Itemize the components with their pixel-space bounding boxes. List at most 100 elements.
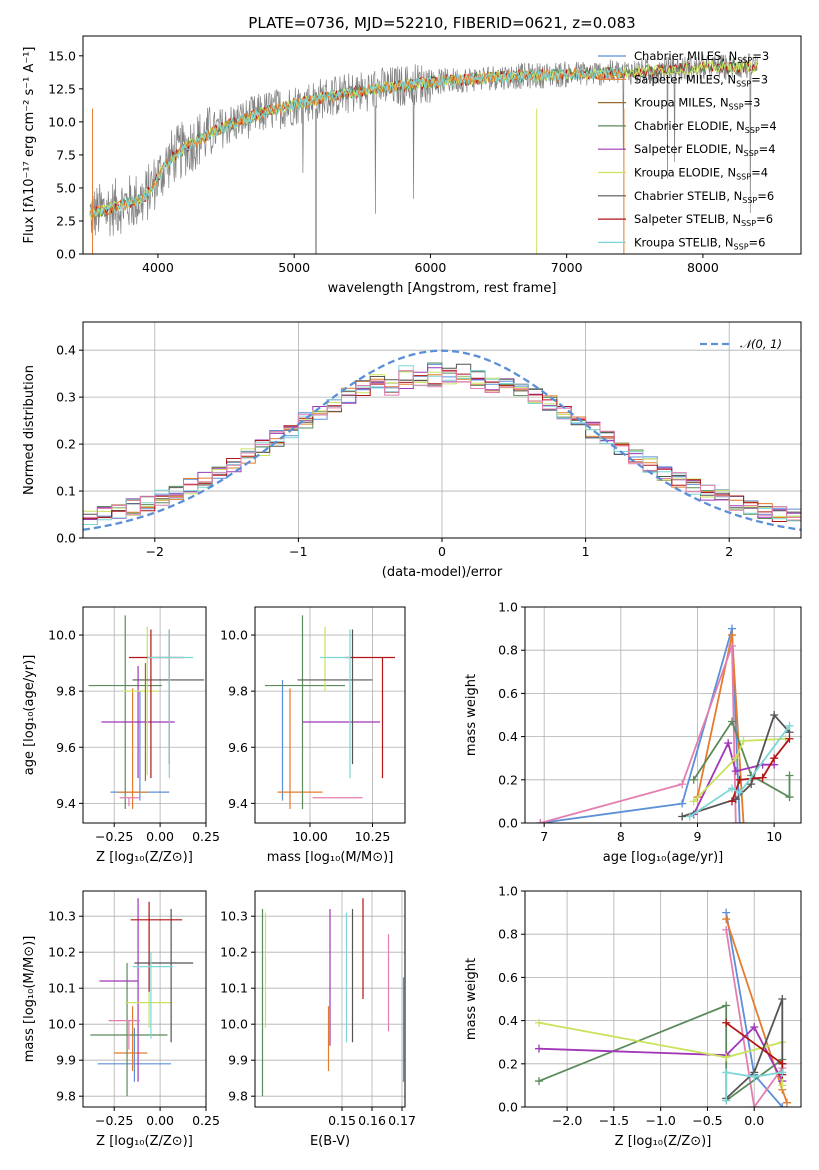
y-tick-label: 9.9 xyxy=(228,1053,248,1068)
weight-marker xyxy=(722,1018,731,1027)
weight-marker xyxy=(722,925,731,934)
weight-marker xyxy=(750,1023,759,1032)
weight-marker xyxy=(728,797,736,806)
model-spectrum xyxy=(89,66,625,218)
y-tick-label: 0.4 xyxy=(498,729,518,744)
x-tick-label: 10.00 xyxy=(292,829,328,844)
weight-marker xyxy=(735,788,744,797)
axes-frame xyxy=(82,890,207,1108)
axes-age-vs-mass: 10.00 10.25 9.4 9.6 9.8 10.0 mass [log₁₀(M/M⊙)… xyxy=(220,606,406,865)
y-tick-label: 1.0 xyxy=(498,884,518,899)
weight-marker xyxy=(678,812,687,821)
y-tick-label: 0.6 xyxy=(498,686,518,701)
weight-line xyxy=(689,725,791,818)
x-axis-label: (data-model)/error xyxy=(382,565,503,580)
x-tick-label: −1.5 xyxy=(599,1113,629,1128)
weight-marker xyxy=(785,793,794,802)
x-tick-label: 7000 xyxy=(551,260,583,275)
plot-area-mass-vs-EBV xyxy=(261,898,405,1097)
x-tick-label: 4000 xyxy=(142,260,174,275)
y-tick-label: 10.0 xyxy=(48,114,76,129)
axes-spectrum: 4000 5000 6000 7000 8000 0.0 2.5 5.0 7.5 10.0 12.5… xyxy=(22,35,802,296)
axes-frame xyxy=(524,606,802,824)
y-tick-label: 9.4 xyxy=(56,796,76,811)
weight-marker xyxy=(722,1068,731,1077)
legend-label: Salpeter STELIB, NSSP=6 xyxy=(634,212,773,228)
y-tick-label: 10.1 xyxy=(48,981,76,996)
weight-marker xyxy=(728,717,736,726)
y-tick-label: 10.3 xyxy=(48,909,76,924)
figure-title: PLATE=0736, MJD=52210, FIBERID=0621, z=0… xyxy=(248,14,635,32)
y-tick-label: 0.0 xyxy=(56,247,76,262)
y-axis-label: Normed distribution xyxy=(22,365,37,495)
y-tick-label: 0.8 xyxy=(498,643,518,658)
y-axis-label: Flux [fλ10⁻¹⁷ erg cm⁻² s⁻¹ A⁻¹] xyxy=(22,47,37,244)
y-tick-label: 10.2 xyxy=(220,945,248,960)
axes-frame xyxy=(524,890,802,1108)
weight-marker xyxy=(778,1068,787,1077)
axes-age-vs-Z: −0.25 0.00 0.25 9.4 9.6 9.8 10.0 Z [log₁₀(Z/Z⊙)… xyxy=(22,606,220,865)
weight-marker xyxy=(735,775,744,784)
x-tick-label: 0 xyxy=(438,544,446,559)
x-tick-label: 0.00 xyxy=(146,829,174,844)
weight-marker xyxy=(739,819,748,823)
weight-marker xyxy=(782,1098,791,1107)
y-tick-label: 9.6 xyxy=(56,740,76,755)
y-tick-label: 1.0 xyxy=(498,600,518,615)
weight-marker xyxy=(535,1018,544,1027)
weight-marker xyxy=(778,1103,787,1107)
plot-area-mass-vs-Z xyxy=(90,898,194,1097)
y-tick-label: 0.2 xyxy=(498,1056,518,1071)
x-tick-label: −0.5 xyxy=(692,1113,722,1128)
x-axis-label: mass [log₁₀(M/M⊙)] xyxy=(267,850,394,865)
y-tick-label: 10.0 xyxy=(220,1017,248,1032)
weight-marker xyxy=(731,819,740,823)
legend-label: Chabrier STELIB, NSSP=6 xyxy=(634,189,774,205)
plot-area-residuals xyxy=(83,349,801,531)
axes-frame xyxy=(82,321,802,539)
x-tick-label: 8 xyxy=(617,829,625,844)
y-tick-label: 0.4 xyxy=(498,1013,518,1028)
gaussian-curve xyxy=(83,349,801,531)
y-tick-label: 0.3 xyxy=(56,390,76,405)
weight-marker xyxy=(722,1053,731,1062)
weight-marker xyxy=(770,754,779,763)
x-axis-label: age [log₁₀(age/yr)] xyxy=(603,850,724,865)
y-axis-label: mass [log₁₀(M/M⊙)] xyxy=(22,936,37,1063)
y-tick-label: 0.8 xyxy=(498,927,518,942)
y-tick-label: 0.0 xyxy=(56,531,76,546)
x-axis-label: wavelength [Angstrom, rest frame] xyxy=(328,281,557,296)
x-tick-label: 0.17 xyxy=(388,1113,416,1128)
axes-frame xyxy=(254,890,406,1108)
y-tick-label: 9.6 xyxy=(228,740,248,755)
x-tick-label: −2.0 xyxy=(552,1113,582,1128)
weight-marker xyxy=(735,819,744,823)
axes-weight-vs-age: 7 8 9 10 0.0 0.2 0.4 0.6 0.8 1.0 age [log₁₀(age/yr… xyxy=(464,600,802,865)
y-tick-label: 5.0 xyxy=(56,180,76,195)
residual-histogram xyxy=(83,370,801,518)
legend-label: Chabrier ELODIE, NSSP=4 xyxy=(634,119,777,135)
x-tick-label: 9 xyxy=(694,829,702,844)
weight-line xyxy=(540,645,737,823)
weight-marker xyxy=(778,995,787,1003)
x-tick-label: 10 xyxy=(766,829,782,844)
weight-marker xyxy=(678,799,687,808)
weight-marker xyxy=(785,721,794,730)
x-tick-label: 0.00 xyxy=(146,1113,174,1128)
x-axis-label: E(B-V) xyxy=(310,1134,350,1149)
y-tick-label: 0.1 xyxy=(56,484,76,499)
weight-marker xyxy=(728,631,736,640)
plot-area-spectrum xyxy=(89,53,758,254)
weight-marker xyxy=(678,780,687,789)
y-tick-label: 0.4 xyxy=(56,343,76,358)
weight-marker xyxy=(778,1059,787,1068)
axes-weight-vs-Z: −2.0 −1.5 −1.0 −0.5 0.0 0.0 0.2 0.4 0.6 0.8 1.0 Z [… xyxy=(464,884,802,1149)
x-tick-label: 2 xyxy=(725,544,733,559)
legend-label: Kroupa ELODIE, NSSP=4 xyxy=(634,166,768,182)
weight-marker xyxy=(750,1103,759,1107)
y-tick-label: 0.6 xyxy=(498,970,518,985)
y-tick-label: 10.1 xyxy=(220,981,248,996)
y-tick-label: 10.2 xyxy=(48,945,76,960)
axes-mass-vs-Z: −0.25 0.00 0.25 9.8 9.9 10.0 10.1 10.2 10.3 Z [lo… xyxy=(22,890,220,1149)
x-tick-label: 10.25 xyxy=(355,829,391,844)
